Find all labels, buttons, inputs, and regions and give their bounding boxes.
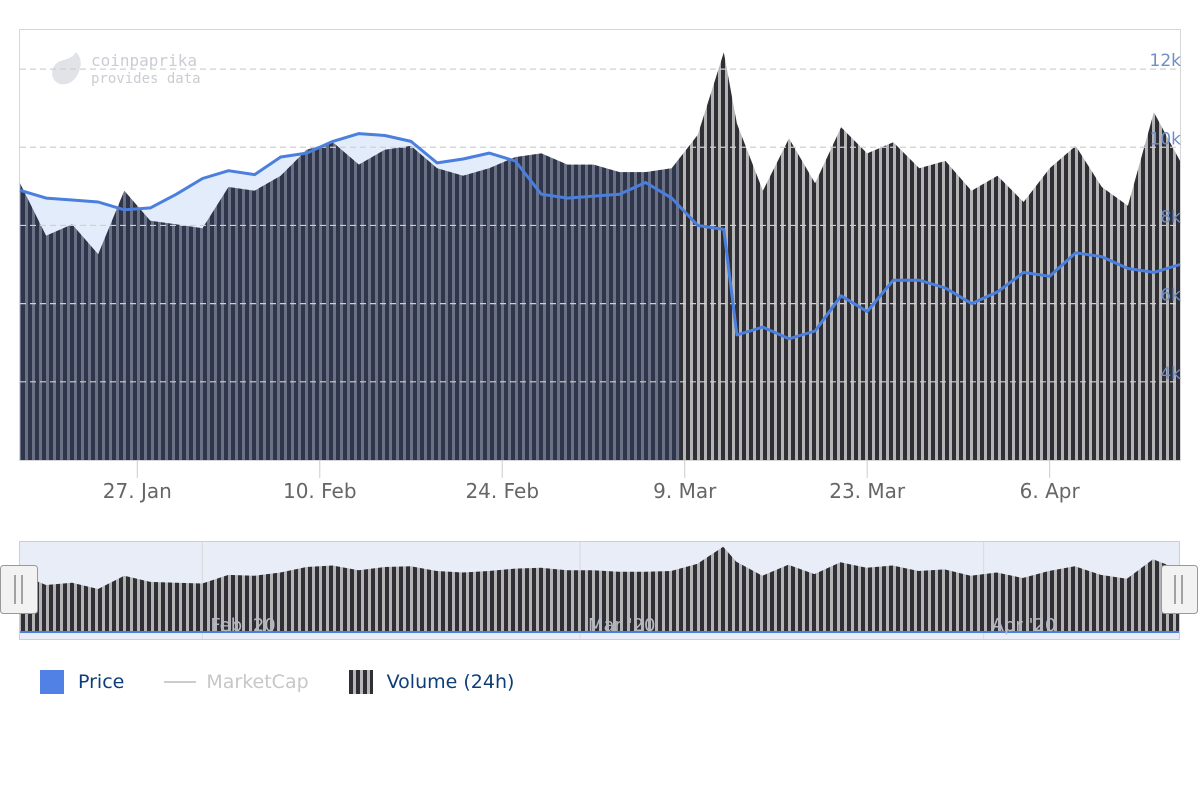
x-axis-ticks: 27. Jan 10. Feb 24. Feb 9. Mar 23. Mar 6. Apr <box>103 460 1081 503</box>
navigator-handle-left[interactable] <box>0 565 38 614</box>
volume-area-tint <box>20 142 680 460</box>
watermark-tagline: provides data <box>91 71 201 87</box>
price-swatch-icon <box>40 670 64 694</box>
navigator-volume-area <box>20 546 1179 632</box>
legend-label-marketcap: MarketCap <box>206 671 309 693</box>
watermark-brand: coinpaprika <box>91 51 197 70</box>
legend-item-price[interactable]: Price <box>40 670 124 694</box>
y-grid <box>20 68 1180 383</box>
legend-label-volume: Volume (24h) <box>386 671 515 693</box>
x-tick-label: 23. Mar <box>829 479 906 503</box>
y-tick-label: 4k <box>1160 364 1181 384</box>
x-tick-label: 24. Feb <box>465 479 539 503</box>
chart-legend: Price MarketCap Volume (24h) <box>40 670 554 694</box>
volume-swatch-icon <box>348 670 373 694</box>
legend-label-price: Price <box>78 671 125 693</box>
price-series <box>19 132 1181 341</box>
y-axis-ticks: 4k 6k 8k 10k 12k <box>1150 51 1182 384</box>
legend-item-volume[interactable]: Volume (24h) <box>348 670 515 694</box>
range-navigator[interactable]: Feb '20 Mar '20 Apr '20 <box>0 541 1198 640</box>
legend-item-marketcap[interactable]: MarketCap <box>164 671 309 693</box>
price-line <box>19 132 1181 341</box>
x-tick-label: 6. Apr <box>1020 479 1081 503</box>
y-tick-label: 10k <box>1150 129 1182 149</box>
x-tick-label: 10. Feb <box>283 479 357 503</box>
navigator-handle-right[interactable] <box>1161 565 1198 614</box>
coinpaprika-watermark: coinpaprika provides data <box>52 51 201 87</box>
x-tick-label: 27. Jan <box>103 479 172 503</box>
navigator-tick-label: Apr '20 <box>992 615 1057 636</box>
volume-series <box>20 52 1180 460</box>
y-tick-label: 6k <box>1160 286 1181 306</box>
navigator-tick-label: Feb '20 <box>210 615 275 636</box>
y-tick-label: 8k <box>1160 207 1181 227</box>
x-tick-label: 9. Mar <box>653 479 717 503</box>
y-tick-label: 12k <box>1150 51 1182 71</box>
navigator-volume <box>20 546 1179 632</box>
marketcap-swatch-icon <box>164 681 197 683</box>
navigator-tick-label: Mar '20 <box>588 615 656 636</box>
paprika-logo-icon <box>52 52 81 85</box>
navigator-labels: Feb '20 Mar '20 Apr '20 <box>210 615 1056 636</box>
